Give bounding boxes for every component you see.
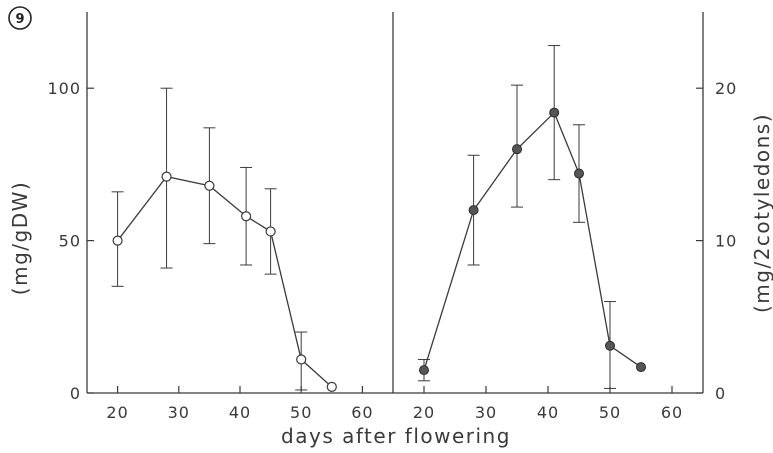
right-data-point <box>512 144 522 155</box>
left-data-point <box>204 180 215 191</box>
right-data-point <box>419 365 429 376</box>
x-axis-title: days after flowering <box>281 424 511 448</box>
right-x-tick-label: 20 <box>413 403 435 422</box>
left-data-point <box>296 354 307 365</box>
right-x-tick-label: 30 <box>475 403 497 422</box>
left-data-point <box>326 381 337 393</box>
left-x-tick-label: 40 <box>229 403 251 422</box>
right-y-tick-label: 0 <box>715 384 726 403</box>
left-y-tick-label: 50 <box>59 232 81 251</box>
left-x-tick-label: 30 <box>168 403 190 422</box>
right-data-point <box>636 362 646 373</box>
right-x-tick-label: 50 <box>599 403 621 422</box>
right-y-tick-label: 20 <box>715 79 737 98</box>
right-data-point <box>468 205 479 216</box>
right-x-tick-label: 40 <box>537 403 559 422</box>
right-series-line <box>423 111 642 371</box>
left-axis-ticks: 20 30 40 50 60 0 50 100 <box>47 79 373 422</box>
left-data-point <box>265 226 276 237</box>
right-data-point <box>605 340 615 351</box>
right-x-tick-label: 60 <box>661 403 683 422</box>
left-x-tick-label: 20 <box>106 403 128 422</box>
left-y-tick-label: 0 <box>70 384 81 403</box>
left-y-axis-title: (mg/gDW) <box>8 181 32 295</box>
plot-frames <box>86 12 704 394</box>
right-series <box>418 45 646 389</box>
right-axis-ticks: 20 30 40 50 60 0 10 20 <box>413 79 737 422</box>
left-x-tick-label: 60 <box>351 403 373 422</box>
left-data-point <box>112 235 123 246</box>
right-y-tick-label: 10 <box>715 232 737 251</box>
left-y-tick-label: 100 <box>47 79 81 98</box>
left-series <box>111 87 337 393</box>
figure-badge: 9 <box>8 6 32 30</box>
right-y-axis-title: (mg/2cotyledons) <box>750 113 773 313</box>
left-x-tick-label: 50 <box>290 403 312 422</box>
figure-number: 9 <box>15 12 24 27</box>
right-data-point <box>549 107 560 118</box>
left-data-point <box>161 171 172 182</box>
right-data-point <box>574 168 584 179</box>
left-data-point <box>241 211 252 222</box>
